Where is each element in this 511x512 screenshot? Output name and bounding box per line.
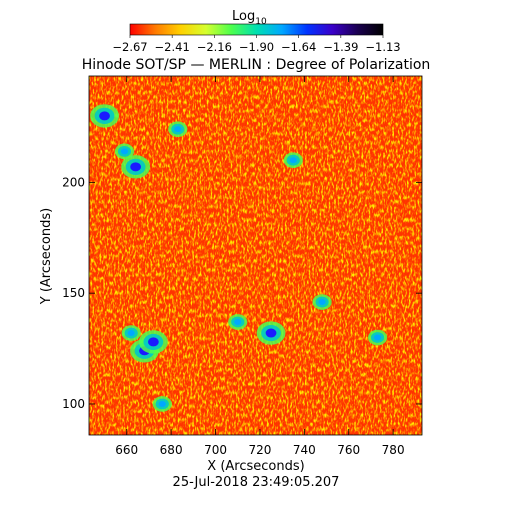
y-tick-label: 100 (62, 397, 85, 411)
x-tick-label: 760 (337, 443, 360, 457)
chart-title: Hinode SOT/SP — MERLIN : Degree of Polar… (82, 57, 431, 73)
colorbar-tick-label: −2.67 (112, 40, 147, 54)
colorbar-ticks: −2.67 −2.41 −2.16 −1.90 −1.64 −1.39 −1.13 (112, 35, 401, 54)
colorbar-tick-label: −2.41 (155, 40, 190, 54)
feature-core (265, 328, 277, 338)
x-tick-label: 780 (382, 443, 405, 457)
feature-core (127, 330, 135, 337)
x-tick-label: 700 (204, 443, 227, 457)
colorbar-tick-label: −2.16 (197, 40, 232, 54)
x-axis-ticks: 660 680 700 720 740 760 780 (115, 76, 405, 457)
feature-core (234, 318, 242, 325)
timestamp: 25-Jul-2018 23:49:05.207 (173, 475, 340, 490)
feature-core (174, 126, 182, 133)
feature-core (318, 299, 326, 306)
feature-core (289, 157, 297, 164)
feature-core (99, 111, 110, 121)
feature-core (130, 162, 142, 172)
feature-core (374, 334, 382, 341)
feature-core (147, 337, 159, 347)
y-tick-label: 150 (62, 286, 85, 300)
x-tick-label: 720 (248, 443, 271, 457)
y-axis-label: Y (Arcseconds) (39, 208, 54, 305)
heatmap-image (89, 76, 422, 435)
x-tick-label: 680 (160, 443, 183, 457)
y-axis-ticks: 100 150 200 (62, 175, 422, 411)
feature-core (158, 400, 166, 407)
feature-core (120, 148, 129, 155)
x-tick-label: 740 (293, 443, 316, 457)
colorbar-label: Log10 (232, 9, 267, 27)
colorbar (129, 23, 384, 36)
x-tick-label: 660 (115, 443, 138, 457)
polarization-features (90, 104, 388, 412)
y-tick-label: 200 (62, 175, 85, 189)
colorbar-tick-label: −1.90 (239, 40, 274, 54)
plot-frame (88, 75, 423, 436)
colorbar-tick-label: −1.64 (281, 40, 316, 54)
colorbar-tick-label: −1.39 (323, 40, 358, 54)
x-axis-label: X (Arcseconds) (207, 459, 304, 474)
colorbar-tick-label: −1.13 (365, 40, 400, 54)
